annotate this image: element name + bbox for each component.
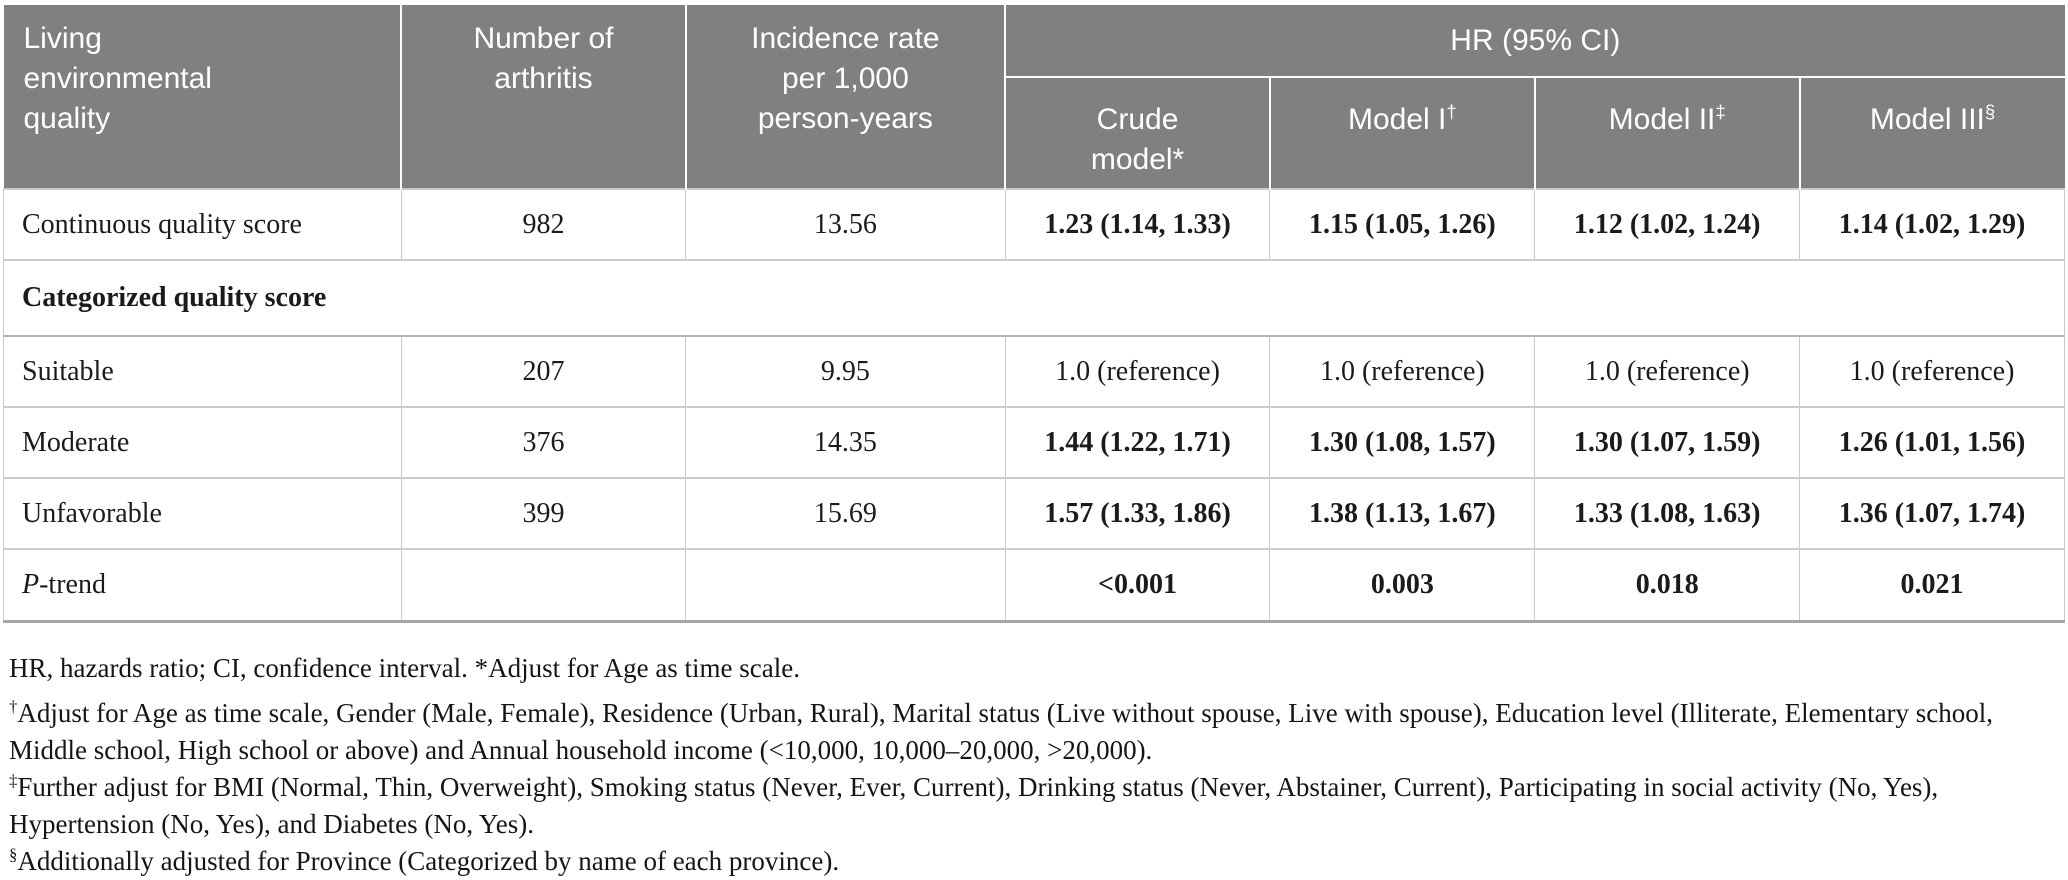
header-label: Model II [1608, 103, 1716, 136]
cell-empty [400, 548, 687, 623]
footnote-text: HR, hazards ratio; CI, confidence interv… [9, 653, 801, 683]
cell-hr-model3: 1.26 (1.01, 1.56) [1799, 406, 2065, 479]
footnote-text: Adjust for Age as time scale, Gender (Ma… [9, 698, 1994, 765]
table-row-suitable: Suitable 207 9.95 1.0 (reference) 1.0 (r… [3, 335, 2065, 408]
footnote-marker: † [1446, 101, 1457, 122]
cell-hr-model2: 1.30 (1.07, 1.59) [1534, 406, 1801, 479]
cell-hr-model3: 1.14 (1.02, 1.29) [1799, 188, 2065, 261]
table-row-p-trend: P-trend <0.001 0.003 0.018 0.021 [3, 548, 2065, 623]
cell-hr-model1: 1.30 (1.08, 1.57) [1269, 406, 1536, 479]
footnote-marker: ‡ [1715, 101, 1726, 122]
cell-hr-crude: 1.23 (1.14, 1.33) [1004, 188, 1271, 261]
table-row-continuous-quality-score: Continuous quality score 982 13.56 1.23 … [3, 188, 2065, 261]
header-model-3: Model III§ [1799, 77, 2065, 189]
dagger-marker: † [9, 697, 18, 716]
cell-hr-model2: 1.0 (reference) [1534, 335, 1801, 408]
header-number-of-arthritis: Number of arthritis [401, 5, 687, 189]
cell-incidence-rate: 14.35 [685, 406, 1006, 479]
cell-number: 207 [400, 335, 687, 408]
footnotes: HR, hazards ratio; CI, confidence interv… [3, 650, 2065, 880]
table-body: Continuous quality score 982 13.56 1.23 … [3, 188, 2065, 623]
header-incidence-rate: Incidence rate per 1,000 person-years [685, 5, 1007, 189]
cell-p-crude: <0.001 [1004, 548, 1271, 623]
row-label: Continuous quality score [3, 188, 402, 261]
header-crude-model: Crude model* [1005, 77, 1271, 189]
cell-hr-model1: 1.15 (1.05, 1.26) [1269, 188, 1536, 261]
header-label: Crude model* [1090, 103, 1185, 176]
table-row-categorized-quality-score: Categorized quality score [3, 259, 2065, 337]
header-label: Model I [1348, 103, 1447, 136]
header-model-2: Model II‡ [1534, 77, 1801, 189]
cell-incidence-rate: 9.95 [685, 335, 1006, 408]
header-label: HR (95% CI) [1450, 23, 1621, 57]
row-label: Suitable [3, 335, 402, 408]
cell-p-model2: 0.018 [1534, 548, 1801, 623]
cell-hr-model2: 1.12 (1.02, 1.24) [1534, 188, 1801, 261]
cell-incidence-rate: 13.56 [685, 188, 1006, 261]
cell-hr-crude: 1.44 (1.22, 1.71) [1004, 406, 1271, 479]
header-label: Model III [1869, 103, 1985, 136]
cell-hr-model1: 1.0 (reference) [1269, 335, 1536, 408]
section-marker: § [9, 845, 18, 864]
header-living-environmental-quality: Living environmental quality [3, 5, 403, 189]
header-model-1: Model I† [1269, 77, 1536, 189]
footnote-model2: ‡Further adjust for BMI (Normal, Thin, O… [9, 769, 2059, 843]
header-label: Number of arthritis [473, 22, 614, 95]
table-row-unfavorable: Unfavorable 399 15.69 1.57 (1.33, 1.86) … [3, 477, 2065, 550]
header-label: Living environmental quality [23, 22, 212, 135]
cell-hr-crude: 1.0 (reference) [1004, 335, 1271, 408]
p-italic: P [22, 569, 40, 600]
row-label-p-trend: P-trend [3, 548, 402, 623]
footnote-text: Further adjust for BMI (Normal, Thin, Ov… [9, 772, 1939, 839]
footnote-marker: § [1984, 101, 1996, 122]
header-label: Incidence rate per 1,000 person-years [751, 22, 940, 135]
footnote-abbreviations: HR, hazards ratio; CI, confidence interv… [9, 650, 2059, 687]
cell-hr-model3: 1.0 (reference) [1799, 335, 2065, 408]
cell-incidence-rate: 15.69 [685, 477, 1006, 550]
footnote-model1: †Adjust for Age as time scale, Gender (M… [9, 695, 2059, 769]
cell-hr-model3: 1.36 (1.07, 1.74) [1799, 477, 2065, 550]
table-row-moderate: Moderate 376 14.35 1.44 (1.22, 1.71) 1.3… [3, 406, 2065, 479]
cell-number: 982 [400, 188, 687, 261]
cell-hr-model2: 1.33 (1.08, 1.63) [1534, 477, 1801, 550]
header-hr-95ci-group: HR (95% CI) [1005, 5, 2065, 78]
footnote-model3: §Additionally adjusted for Province (Cat… [9, 843, 2059, 880]
cell-number: 376 [400, 406, 687, 479]
cell-empty [685, 548, 1006, 623]
cell-hr-crude: 1.57 (1.33, 1.86) [1004, 477, 1271, 550]
cell-p-model1: 0.003 [1269, 548, 1536, 623]
cell-hr-model1: 1.38 (1.13, 1.67) [1269, 477, 1536, 550]
cell-number: 399 [400, 477, 687, 550]
footnote-text: Additionally adjusted for Province (Cate… [17, 846, 840, 876]
row-label: Moderate [3, 406, 402, 479]
table-header: Living environmental quality Number of a… [3, 5, 2065, 189]
p-trend-rest: -trend [39, 569, 106, 600]
results-table: Living environmental quality Number of a… [3, 5, 2065, 623]
cell-p-model3: 0.021 [1799, 548, 2065, 623]
row-label: Unfavorable [3, 477, 402, 550]
double-dagger-marker: ‡ [9, 771, 18, 790]
section-label: Categorized quality score [3, 259, 2065, 337]
